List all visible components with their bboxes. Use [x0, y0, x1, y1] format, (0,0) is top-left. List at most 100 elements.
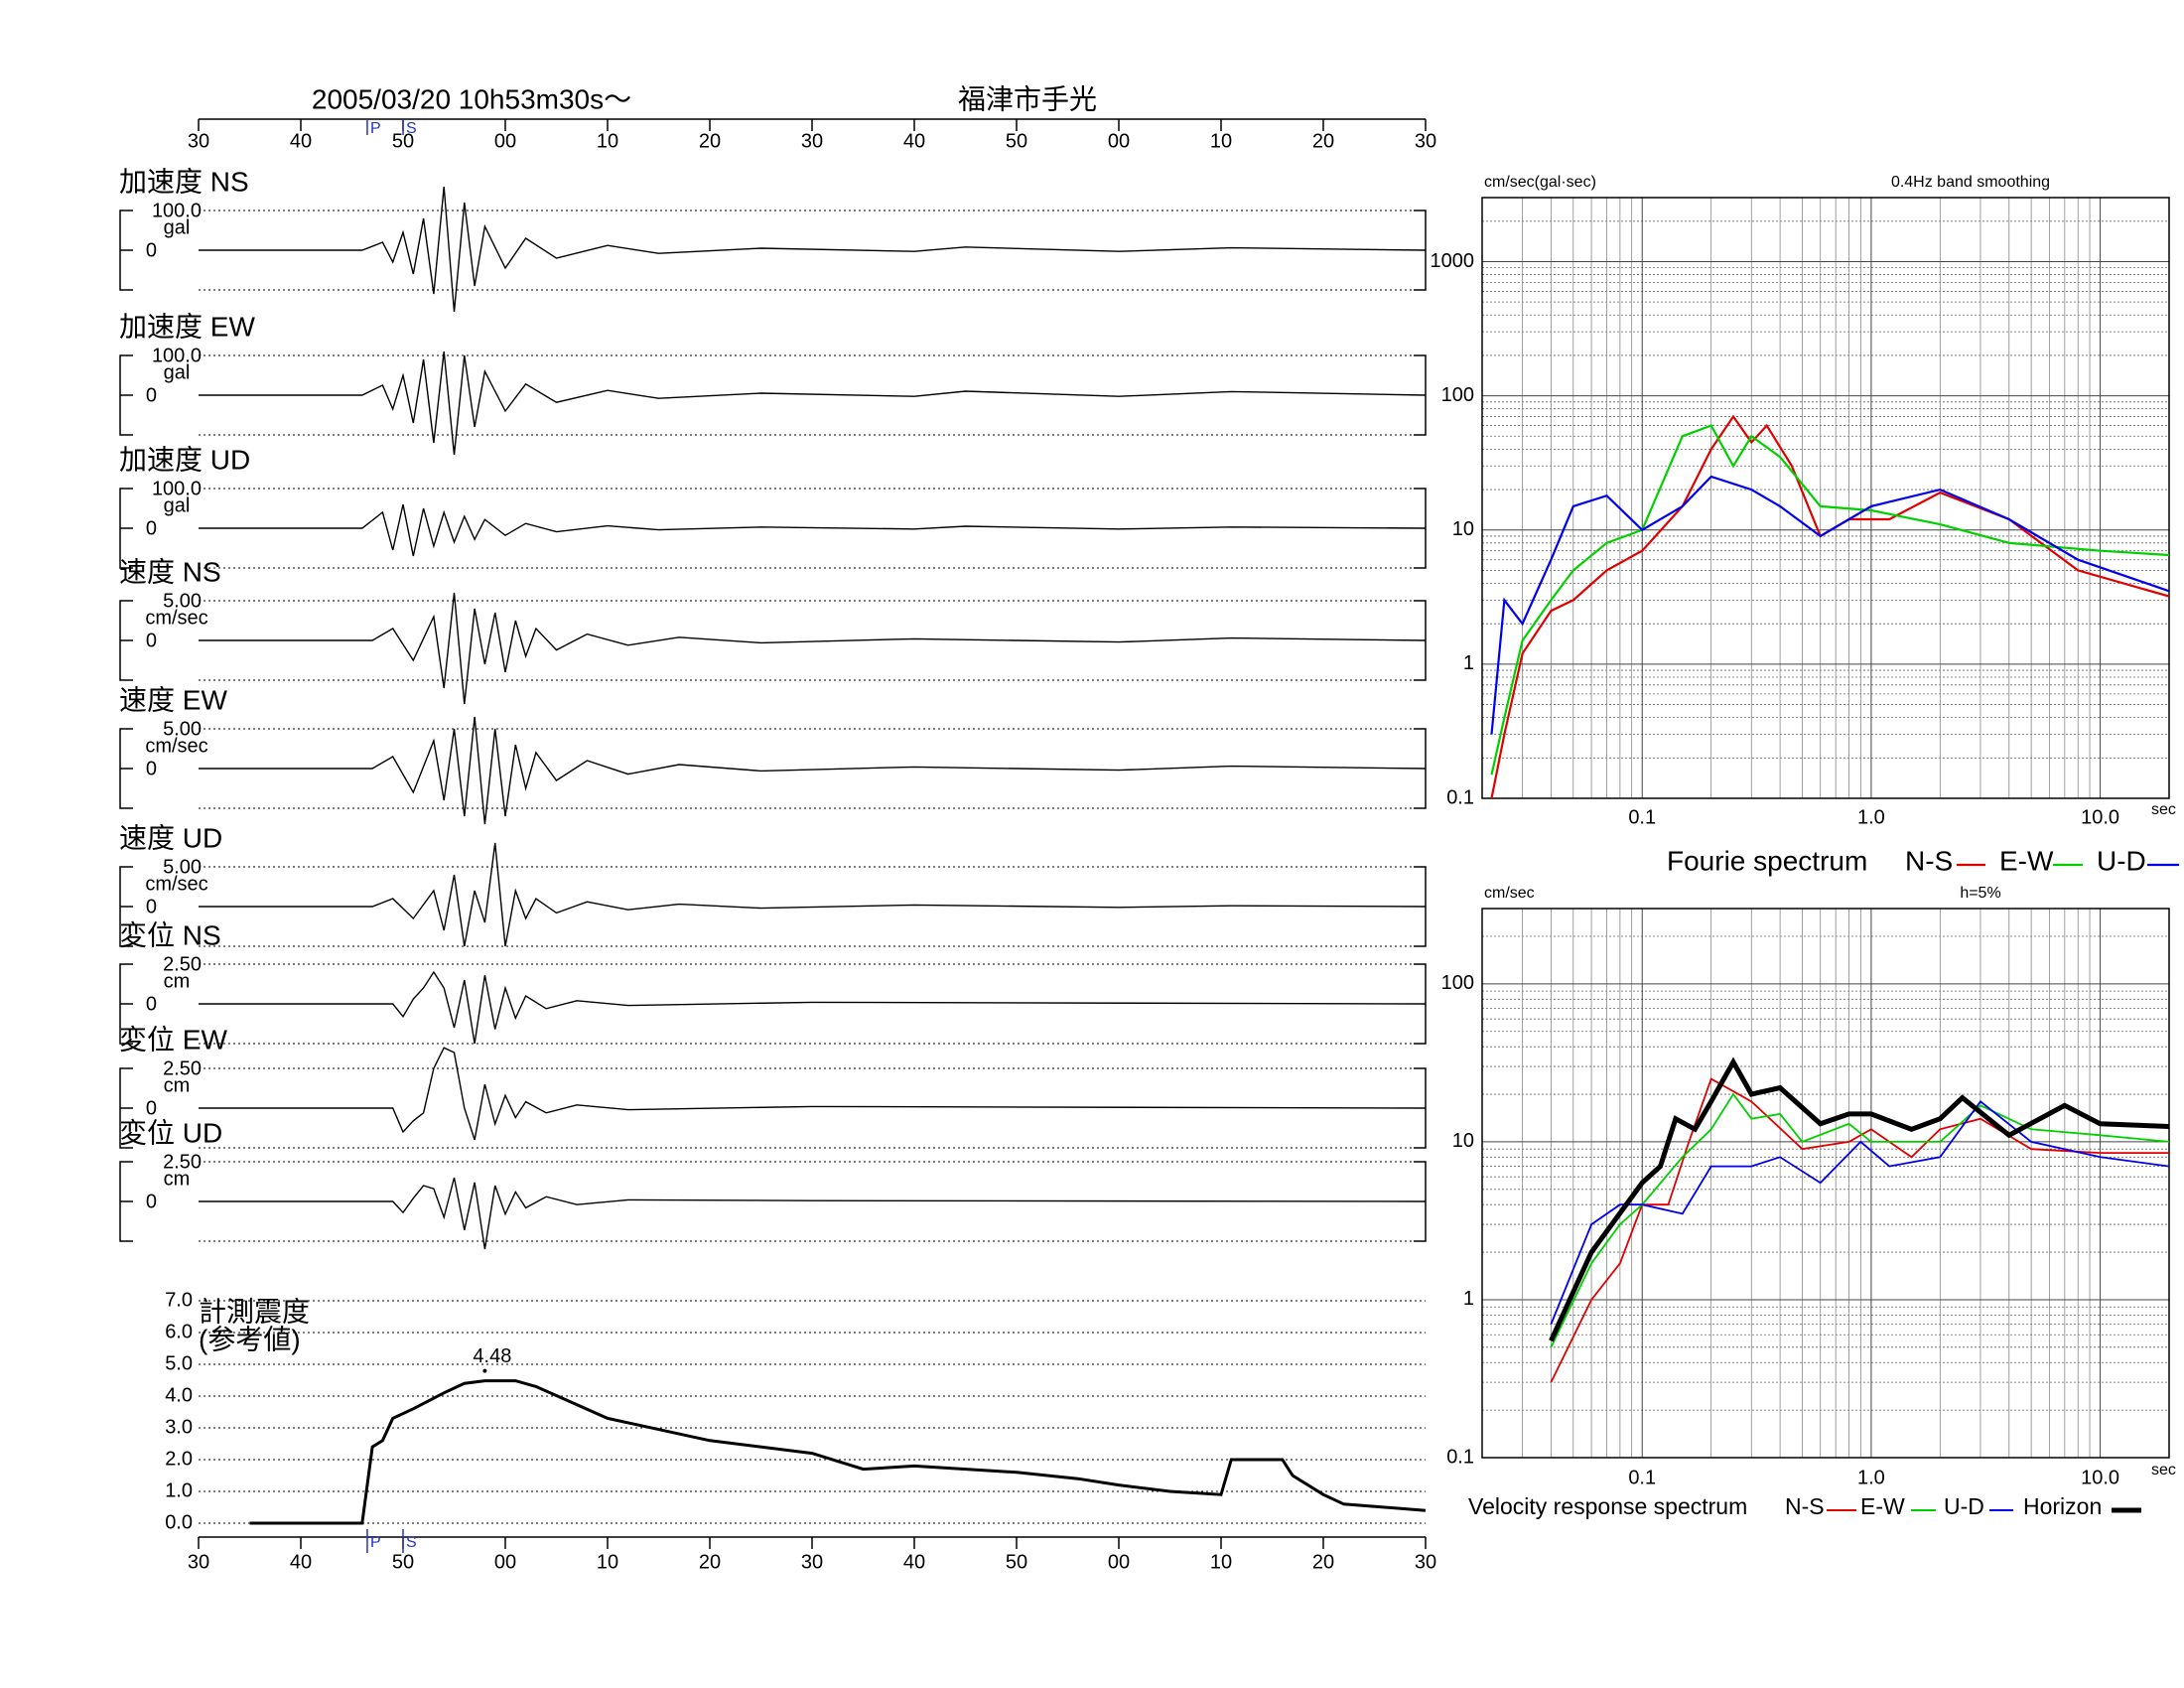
y-tick-label: 0 — [146, 384, 157, 406]
unit-label: gal — [164, 216, 191, 238]
unit-label: cm/sec — [145, 607, 207, 629]
waveform — [199, 351, 1427, 456]
time-tick-label: 30 — [801, 130, 823, 152]
spectrum-line — [1550, 1092, 2170, 1348]
spectrum-line — [1490, 475, 2170, 735]
y-tick-label: 10 — [1452, 1130, 1474, 1152]
y-tick-label: 0 — [146, 1191, 157, 1212]
y-tick-label: 5.00 — [163, 718, 202, 740]
legend-label: U-D — [2097, 845, 2146, 876]
y-axis-label: cm/sec(gal·sec) — [1484, 174, 1596, 191]
plot-frame — [1481, 908, 2170, 1459]
y-tick-label: 10 — [1452, 518, 1474, 540]
time-tick-label: 30 — [1415, 130, 1436, 152]
y-tick-label: 100 — [1441, 384, 1474, 406]
time-tick-label: 50 — [1006, 1551, 1027, 1573]
phase-label: P — [370, 1534, 381, 1551]
y-tick-label: 2.50 — [163, 1057, 202, 1079]
y-tick-label: 0 — [146, 993, 157, 1015]
time-tick-label: 20 — [699, 1551, 721, 1573]
time-tick-label: 30 — [801, 1551, 823, 1573]
trace-title: 変位 UD — [119, 1117, 222, 1148]
x-tick-label: 10.0 — [2081, 1467, 2119, 1488]
time-tick-label: 10 — [1210, 130, 1232, 152]
chart-subtitle: 0.4Hz band smoothing — [1891, 174, 2050, 191]
time-tick-label: 00 — [1108, 1551, 1130, 1573]
y-tick-label: 5.0 — [165, 1352, 193, 1374]
y-tick-label: 5.00 — [163, 590, 202, 612]
y-tick-label: 2.0 — [165, 1448, 193, 1470]
waveform — [199, 1177, 1427, 1250]
spectrum-line — [1550, 1100, 2170, 1325]
intensity-line — [249, 1379, 1427, 1525]
time-tick-label: 50 — [392, 130, 414, 152]
y-tick-label: 7.0 — [165, 1289, 193, 1311]
chart-subtitle: h=5% — [1960, 885, 2000, 902]
waveform — [199, 1047, 1427, 1141]
time-tick-label: 20 — [1312, 130, 1334, 152]
time-tick-label: 40 — [290, 130, 312, 152]
y-tick-label: 0.1 — [1446, 1446, 1474, 1468]
y-tick-label: 100.0 — [152, 478, 202, 499]
intensity-subtitle: (参考値) — [199, 1324, 301, 1354]
time-tick-label: 10 — [1210, 1551, 1232, 1573]
y-tick-label: 0 — [146, 758, 157, 779]
time-tick-label: 00 — [494, 130, 516, 152]
station-name: 福津市手光 — [958, 83, 1097, 114]
y-tick-label: 1000 — [1431, 250, 1475, 272]
legend-title: Velocity response spectrum — [1468, 1493, 1747, 1519]
unit-label: cm — [164, 1168, 191, 1190]
time-tick-label: 30 — [1415, 1551, 1436, 1573]
plot-frame — [1481, 197, 2170, 799]
y-tick-label: 1.0 — [165, 1479, 193, 1501]
y-tick-label: 0 — [146, 239, 157, 261]
unit-label: cm — [164, 1074, 191, 1096]
trace-title: 変位 EW — [119, 1024, 227, 1055]
trace-title: 加速度 NS — [119, 166, 249, 197]
x-axis-label: sec — [2151, 1462, 2176, 1478]
phase-label: S — [406, 1534, 417, 1551]
y-tick-label: 0 — [146, 630, 157, 651]
trace-title: 速度 UD — [119, 822, 222, 853]
time-tick-label: 30 — [188, 130, 209, 152]
legend-label: Horizon — [2023, 1493, 2102, 1519]
legend-label: E-W — [1999, 845, 2054, 876]
time-tick-label: 40 — [290, 1551, 312, 1573]
y-tick-label: 3.0 — [165, 1416, 193, 1438]
time-tick-label: 30 — [188, 1551, 209, 1573]
trace-title: 速度 EW — [119, 684, 227, 715]
time-tick-label: 40 — [903, 130, 925, 152]
time-tick-label: 50 — [1006, 130, 1027, 152]
time-tick-label: 00 — [1108, 130, 1130, 152]
waveform — [199, 970, 1427, 1045]
time-tick-label: 10 — [597, 1551, 618, 1573]
y-tick-label: 6.0 — [165, 1321, 193, 1342]
legend-title: Fourie spectrum — [1667, 845, 1867, 876]
y-tick-label: 2.50 — [163, 1151, 202, 1173]
legend-label: N-S — [1905, 845, 1953, 876]
y-tick-label: 100.0 — [152, 345, 202, 366]
waveform — [199, 716, 1427, 825]
x-tick-label: 1.0 — [1857, 806, 1885, 828]
trace-title: 加速度 UD — [119, 444, 250, 475]
unit-label: cm/sec — [145, 873, 207, 895]
time-tick-label: 00 — [494, 1551, 516, 1573]
y-tick-label: 2.50 — [163, 953, 202, 975]
spectrum-line — [1490, 414, 2170, 799]
legend-label: E-W — [1860, 1493, 1905, 1519]
y-tick-label: 100 — [1441, 972, 1474, 994]
time-tick-label: 20 — [699, 130, 721, 152]
unit-label: cm — [164, 970, 191, 992]
waveform — [199, 503, 1427, 557]
intensity-title: 計測震度 — [199, 1296, 310, 1327]
spectrum-line — [1490, 424, 2170, 775]
trace-title: 変位 NS — [119, 919, 221, 950]
peak-label: 4.48 — [473, 1345, 511, 1367]
y-axis-label: cm/sec — [1484, 885, 1535, 902]
spectrum-line — [1549, 1056, 2170, 1342]
phase-label: P — [370, 120, 381, 137]
phase-label: S — [406, 120, 417, 137]
legend-label: N-S — [1785, 1493, 1825, 1519]
waveform — [199, 592, 1427, 705]
